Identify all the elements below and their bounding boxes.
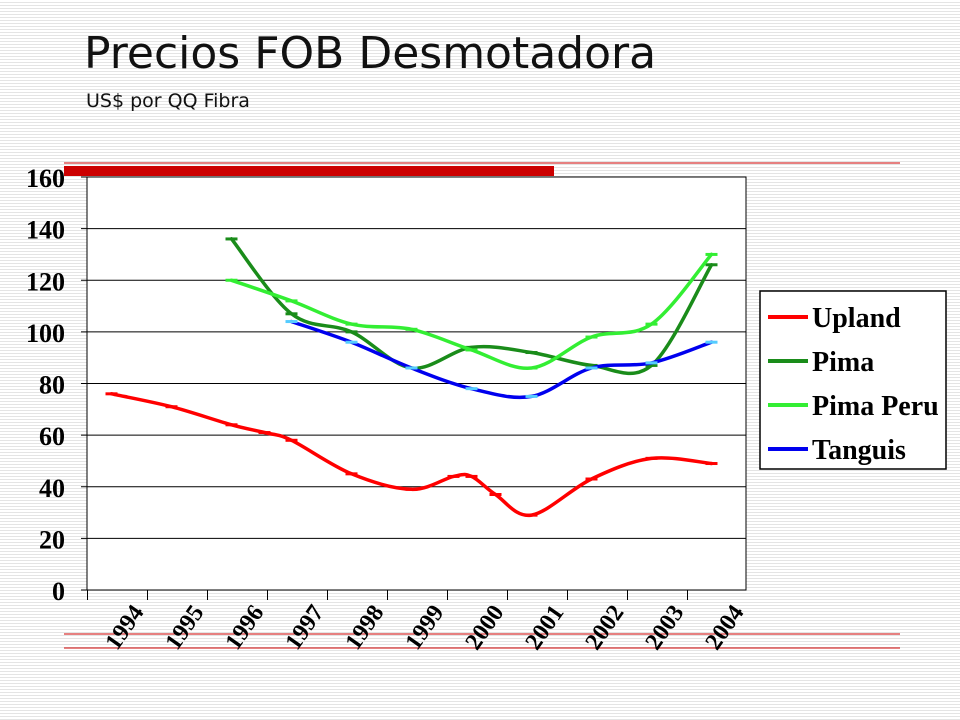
page-title: Precios FOB Desmotadora xyxy=(84,28,657,79)
y-tick-label: 60 xyxy=(39,422,65,451)
y-tick-label: 20 xyxy=(39,525,65,554)
legend-label: Pima Peru xyxy=(812,391,939,422)
page-subtitle: US$ por QQ Fibra xyxy=(86,90,250,112)
x-tick-label: 2004 xyxy=(701,601,750,655)
legend-label: Tanguis xyxy=(812,435,906,466)
accent-bar xyxy=(64,166,554,176)
y-tick-label: 120 xyxy=(26,267,65,296)
x-tick-label: 1995 xyxy=(161,601,210,655)
y-tick-label: 100 xyxy=(26,319,65,348)
legend-label: Pima xyxy=(812,347,874,378)
legend-box xyxy=(759,290,947,470)
y-tick-label: 40 xyxy=(39,474,65,503)
x-tick-label: 1994 xyxy=(101,601,150,655)
x-tick-label: 2002 xyxy=(581,601,630,655)
x-tick-label: 1999 xyxy=(401,601,450,655)
legend-label: Upland xyxy=(812,303,901,334)
series-line-tanguis xyxy=(289,319,714,400)
y-tick-label: 0 xyxy=(52,577,65,606)
x-tick-label: 2003 xyxy=(641,601,690,655)
x-tick-label: 1998 xyxy=(341,601,390,655)
x-axis: 1994 1995 1996 1997 1998 1999 2000 2001 2002 2003… xyxy=(87,590,750,655)
x-tick-label: 1997 xyxy=(281,601,330,655)
y-tick-label: 140 xyxy=(26,216,65,245)
series-line-pima-peru xyxy=(229,252,714,370)
series-lines xyxy=(105,237,718,517)
y-tick-label: 80 xyxy=(39,371,65,400)
x-tick-label: 2001 xyxy=(521,601,570,655)
y-tick-label: 160 xyxy=(26,164,65,193)
legend: Upland Pima Pima Peru Tanguis xyxy=(759,290,947,470)
x-tick-label: 1996 xyxy=(221,601,270,655)
y-axis: 0 20 40 60 80 100 120 140 160 xyxy=(26,164,87,606)
x-tick-label: 2000 xyxy=(461,601,510,655)
